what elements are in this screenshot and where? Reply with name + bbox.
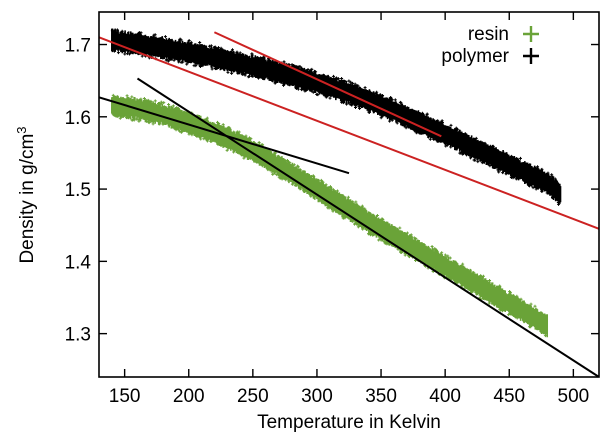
y-axis-label-text: Density in g/cm (17, 134, 38, 264)
legend-label-resin: resin (468, 24, 509, 45)
polymer-data-band (110, 28, 562, 206)
y-tick-label: 1.4 (65, 252, 92, 273)
x-axis-ticks: 150 200 250 300 350 400 450 500 (109, 12, 589, 407)
y-tick-label: 1.7 (65, 36, 91, 57)
x-tick-label: 350 (365, 386, 397, 407)
fit-lines (99, 31, 599, 377)
y-tick-label: 1.3 (65, 325, 91, 346)
data-band-polymer (111, 28, 562, 204)
legend-marker-polymer (523, 48, 539, 64)
plot-frame (98, 11, 600, 378)
legend-marker-resin (523, 26, 539, 42)
y-tick-label: 1.5 (65, 180, 91, 201)
data-band-edge-polymer (110, 28, 561, 206)
x-tick-label: 150 (109, 386, 141, 407)
legend-label-polymer: polymer (441, 46, 509, 67)
x-tick-label: 450 (493, 386, 525, 407)
x-tick-label: 250 (237, 386, 269, 407)
fit-line-4 (136, 77, 599, 377)
y-axis-ticks: 1.3 1.4 1.5 1.6 1.7 (65, 36, 599, 346)
y-axis-label-superscript: 3 (14, 126, 29, 133)
x-tick-label: 300 (301, 386, 333, 407)
x-tick-label: 200 (173, 386, 205, 407)
fit-line-1 (99, 36, 599, 230)
x-tick-label: 400 (429, 386, 461, 407)
x-axis-label: Temperature in Kelvin (257, 412, 441, 433)
x-tick-label: 500 (558, 386, 590, 407)
fit-line-2 (213, 31, 442, 138)
y-tick-label: 1.6 (65, 108, 91, 129)
y-axis-label: Density in g/cm3 (14, 126, 39, 263)
